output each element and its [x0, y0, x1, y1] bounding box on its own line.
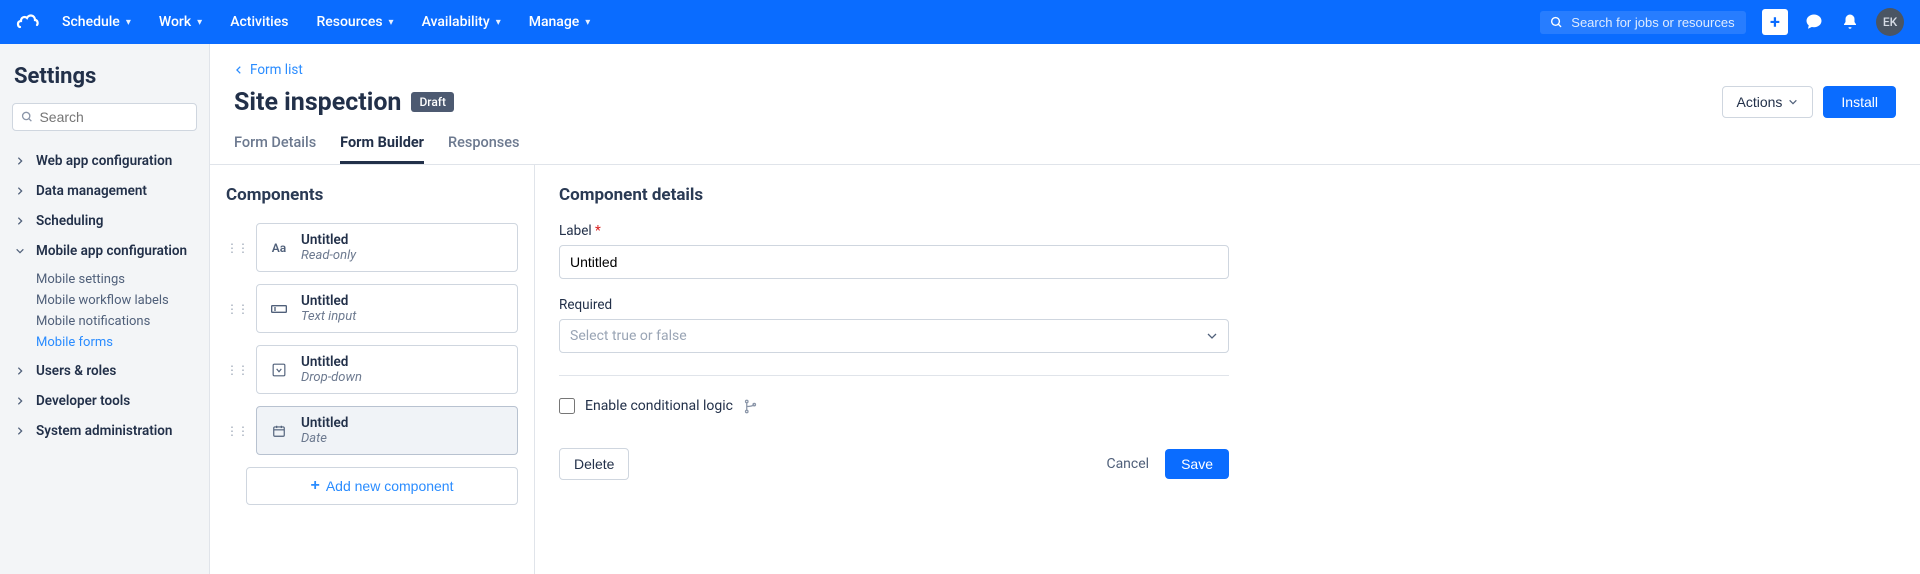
label-field-label: Label * [559, 223, 1229, 239]
sidebar-group[interactable]: Mobile app configuration [12, 239, 197, 263]
sidebar-group[interactable]: Data management [12, 179, 197, 203]
plus-icon: + [311, 477, 320, 495]
chevron-icon [14, 396, 26, 406]
components-title: Components [226, 185, 518, 205]
tab-responses[interactable]: Responses [448, 134, 520, 164]
component-type-label: Text input [301, 309, 356, 324]
global-search-input[interactable] [1571, 15, 1736, 30]
create-button[interactable]: + [1762, 9, 1788, 35]
component-type-label: Read-only [301, 248, 356, 263]
component-type-icon [269, 303, 289, 315]
conditional-logic-label: Enable conditional logic [585, 398, 733, 414]
nav-item-work[interactable]: Work▾ [159, 14, 202, 30]
add-component-label: Add new component [326, 478, 454, 494]
sidebar-group[interactable]: Developer tools [12, 389, 197, 413]
chevron-left-icon [234, 65, 244, 75]
sidebar-search[interactable] [12, 103, 197, 131]
chevron-icon [14, 366, 26, 376]
sidebar-sub-item[interactable]: Mobile workflow labels [36, 290, 197, 311]
nav-item-activities[interactable]: Activities [230, 14, 288, 30]
breadcrumb-back[interactable]: Form list [234, 62, 1896, 78]
chevron-icon [14, 186, 26, 196]
breadcrumb-label: Form list [250, 62, 303, 78]
drag-handle-icon[interactable]: ⋮⋮ [226, 363, 248, 377]
chevron-icon [14, 426, 26, 436]
chevron-icon [14, 246, 26, 256]
tabs: Form Details Form Builder Responses [234, 134, 1896, 164]
tab-form-details[interactable]: Form Details [234, 134, 316, 164]
sidebar-title: Settings [12, 64, 197, 89]
nav-item-schedule[interactable]: Schedule▾ [62, 14, 131, 30]
page-title: Site inspection [234, 88, 401, 117]
label-input[interactable] [559, 245, 1229, 279]
sidebar-group[interactable]: Scheduling [12, 209, 197, 233]
search-icon [21, 110, 33, 124]
component-type-label: Date [301, 431, 348, 446]
details-title: Component details [559, 185, 1896, 205]
chevron-icon [14, 216, 26, 226]
sidebar-search-input[interactable] [39, 109, 188, 125]
delete-button[interactable]: Delete [559, 448, 629, 480]
sidebar-group[interactable]: Users & roles [12, 359, 197, 383]
global-search[interactable] [1540, 11, 1746, 34]
status-badge: Draft [411, 92, 454, 112]
required-placeholder: Select true or false [570, 328, 687, 344]
chevron-down-icon [1206, 330, 1218, 342]
divider [559, 375, 1229, 376]
required-field-label: Required [559, 297, 1229, 313]
sidebar-sub-item[interactable]: Mobile notifications [36, 311, 197, 332]
save-button[interactable]: Save [1165, 449, 1229, 479]
component-card[interactable]: UntitledText input [256, 284, 518, 333]
sidebar-group[interactable]: Web app configuration [12, 149, 197, 173]
chevron-down-icon [1788, 97, 1798, 107]
sidebar-group[interactable]: System administration [12, 419, 197, 443]
sidebar-sub-item[interactable]: Mobile settings [36, 269, 197, 290]
settings-sidebar: Settings Web app configuration Data manag… [0, 44, 210, 574]
drag-handle-icon[interactable]: ⋮⋮ [226, 302, 248, 316]
user-avatar[interactable]: EK [1876, 8, 1904, 36]
search-icon [1550, 15, 1563, 30]
component-title: Untitled [301, 415, 348, 431]
sidebar-sub-item[interactable]: Mobile forms [36, 332, 197, 353]
component-card[interactable]: Aa UntitledRead-only [256, 223, 518, 272]
component-title: Untitled [301, 232, 356, 248]
chat-icon[interactable] [1804, 12, 1824, 32]
drag-handle-icon[interactable]: ⋮⋮ [226, 424, 248, 438]
conditional-logic-checkbox[interactable] [559, 398, 575, 414]
component-type-icon [269, 424, 289, 438]
required-select[interactable]: Select true or false [559, 319, 1229, 353]
tab-form-builder[interactable]: Form Builder [340, 134, 424, 164]
nav-item-manage[interactable]: Manage▾ [529, 14, 591, 30]
actions-dropdown[interactable]: Actions [1722, 86, 1814, 118]
chevron-icon [14, 156, 26, 166]
app-logo [16, 13, 40, 31]
add-component-button[interactable]: + Add new component [246, 467, 518, 505]
component-details-panel: Component details Label * Required Selec… [535, 165, 1920, 574]
components-panel: Components ⋮⋮AaUntitledRead-only⋮⋮Untitl… [210, 165, 535, 574]
nav-items: Schedule▾ Work▾ Activities Resources▾ Availa… [62, 14, 590, 30]
branch-icon [743, 399, 758, 414]
actions-label: Actions [1737, 94, 1783, 110]
component-type-label: Drop-down [301, 370, 362, 385]
top-navbar: Schedule▾ Work▾ Activities Resources▾ Availa… [0, 0, 1920, 44]
nav-item-resources[interactable]: Resources▾ [316, 14, 393, 30]
component-title: Untitled [301, 354, 362, 370]
nav-item-availability[interactable]: Availability▾ [422, 14, 501, 30]
component-type-icon [269, 363, 289, 377]
content-header: Form list Site inspection Draft Actions … [210, 44, 1920, 165]
cancel-link[interactable]: Cancel [1106, 456, 1149, 472]
component-title: Untitled [301, 293, 356, 309]
notifications-icon[interactable] [1840, 12, 1860, 32]
component-card[interactable]: UntitledDate [256, 406, 518, 455]
install-button[interactable]: Install [1823, 86, 1896, 118]
drag-handle-icon[interactable]: ⋮⋮ [226, 241, 248, 255]
component-type-icon: Aa [269, 241, 289, 255]
component-card[interactable]: UntitledDrop-down [256, 345, 518, 394]
